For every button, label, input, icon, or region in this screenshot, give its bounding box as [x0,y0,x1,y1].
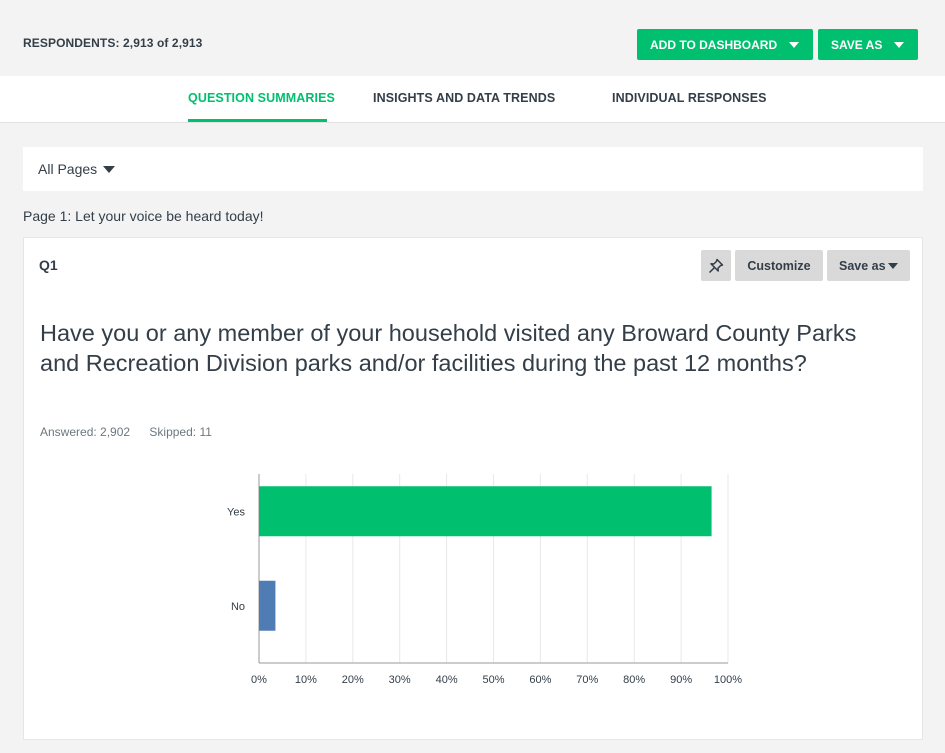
add-to-dashboard-label: ADD TO DASHBOARD [650,37,778,52]
save-as-label: SAVE AS [831,37,883,52]
customize-button[interactable]: Customize [735,250,823,281]
top-bar: RESPONDENTS: 2,913 of 2,913 ADD TO DASHB… [0,0,945,76]
respondents-label: RESPONDENTS: [23,36,120,50]
x-tick-label: 0% [251,674,267,686]
add-to-dashboard-button[interactable]: ADD TO DASHBOARD [637,29,813,60]
x-tick-label: 40% [436,674,458,686]
bar-no [259,580,276,631]
x-tick-label: 10% [295,674,317,686]
tab-question-summaries[interactable]: QUESTION SUMMARIES [188,91,335,105]
page-heading: Page 1: Let your voice be heard today! [23,208,264,224]
respondents-value: 2,913 [122,36,154,50]
skipped-count: Skipped: 11 [149,425,212,439]
active-tab-indicator [188,119,327,122]
tab-bar: QUESTION SUMMARIES INSIGHTS AND DATA TRE… [0,76,945,123]
caret-down-icon [894,42,904,48]
question-save-as-label: Save as [839,258,886,273]
caret-down-icon [887,262,898,269]
response-stats: Answered: 2,902 Skipped: 11 [40,425,228,439]
question-number: Q1 [39,257,58,273]
pages-dropdown[interactable]: All Pages [38,161,116,177]
bar-yes [259,486,712,537]
x-tick-label: 100% [714,674,742,686]
respondents-of: of [156,36,169,50]
x-tick-label: 70% [576,674,598,686]
tab-insights-and-data-trends[interactable]: INSIGHTS AND DATA TRENDS [373,91,556,105]
respondents-count: RESPONDENTS: 2,913 of 2,913 [23,36,202,50]
pages-filter-bar: All Pages [23,147,923,191]
question-text: Have you or any member of your household… [40,320,857,376]
caret-down-icon [789,42,799,48]
question-save-as-button[interactable]: Save as [827,250,910,281]
x-tick-label: 20% [342,674,364,686]
pin-button[interactable] [701,250,731,281]
x-tick-label: 80% [623,674,645,686]
answered-count: Answered: 2,902 [40,425,131,439]
pages-dropdown-value: All Pages [38,161,98,177]
x-tick-label: 60% [529,674,551,686]
question-card: Q1 Customize Save as Have you or any mem… [23,237,923,740]
caret-down-icon [103,165,116,173]
x-tick-label: 50% [482,674,504,686]
pin-icon [708,258,724,273]
x-tick-label: 90% [670,674,692,686]
save-as-button[interactable]: SAVE AS [818,29,918,60]
category-label: Yes [227,506,245,518]
customize-label: Customize [747,258,811,273]
x-tick-label: 30% [389,674,411,686]
response-bar-chart: 0% 10% 20% 30% 40% 50% 60% 70% 80% 90% 100% Yes No [227,474,742,686]
respondents-total: 2,913 [171,36,203,50]
category-label: No [231,601,245,613]
tab-individual-responses[interactable]: INDIVIDUAL RESPONSES [612,91,767,105]
